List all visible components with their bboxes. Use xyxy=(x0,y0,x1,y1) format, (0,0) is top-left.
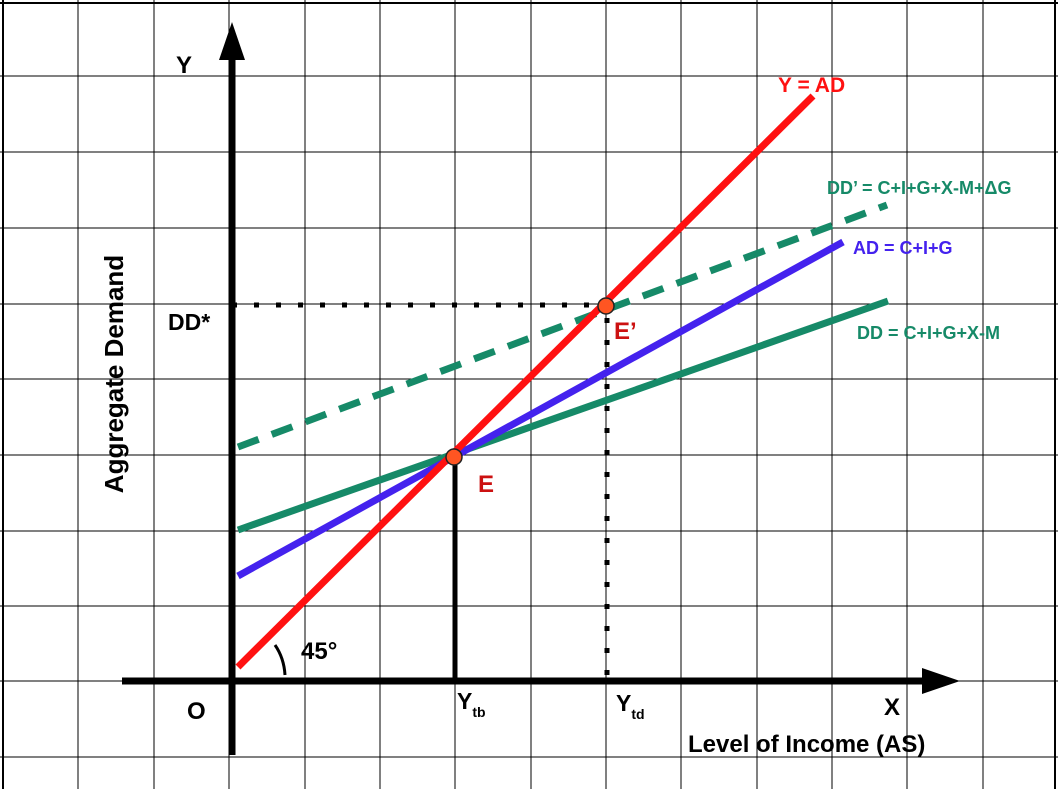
dd-line xyxy=(236,297,890,534)
origin-label: O xyxy=(187,698,206,725)
y-axis-arrow-icon xyxy=(219,22,245,60)
ad-line xyxy=(236,238,845,580)
ad-label: AD = C+I+G xyxy=(853,238,953,258)
dd-label: DD = C+I+G+X-M xyxy=(857,323,1000,343)
point-e-label: E xyxy=(478,471,494,498)
y-axis-title: Aggregate Demand xyxy=(99,255,129,493)
ytd-label: Ytd xyxy=(616,690,645,722)
ytd-label-main: Y xyxy=(616,690,631,716)
ytd-label-sub: td xyxy=(631,706,644,722)
ytb-label: Ytb xyxy=(457,688,486,720)
x-axis-arrow-icon xyxy=(922,668,960,694)
ytb-label-main: Y xyxy=(457,688,472,714)
point-e-prime-label: E’ xyxy=(614,318,637,345)
dd-prime-line xyxy=(236,201,889,451)
point-e-prime xyxy=(597,297,615,315)
angle-label: 45° xyxy=(301,638,337,665)
x-axis-title: Level of Income (AS) xyxy=(688,731,925,758)
angle-arc xyxy=(273,644,287,676)
ytb-label-sub: tb xyxy=(472,704,485,720)
y-axis-letter: Y xyxy=(176,52,192,79)
x-axis-letter: X xyxy=(884,694,900,721)
point-e xyxy=(445,448,463,466)
dd-prime-label: DD’ = C+I+G+X-M+ΔG xyxy=(827,178,1012,198)
y-equals-ad-label: Y = AD xyxy=(778,74,845,97)
dd-star-label: DD* xyxy=(168,309,210,335)
y-equals-ad-line xyxy=(235,93,816,670)
